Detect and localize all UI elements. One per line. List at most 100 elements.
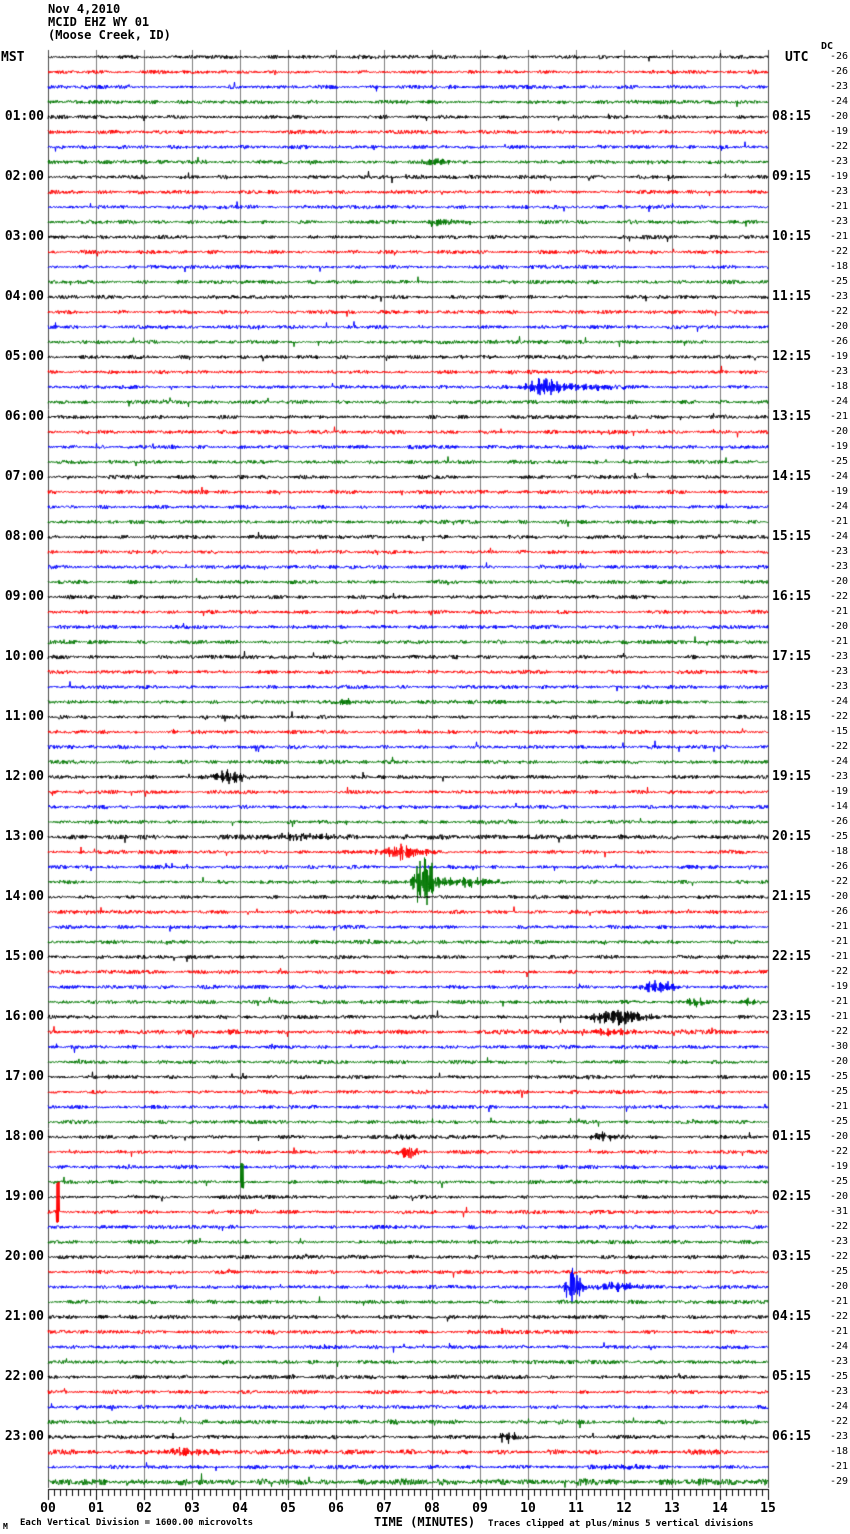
x-tick-label: 02	[136, 1501, 152, 1516]
dc-value: -22	[829, 1221, 848, 1232]
dc-value: -19	[829, 486, 848, 497]
dc-value: -25	[829, 1116, 848, 1127]
dc-value: -18	[829, 1446, 848, 1457]
utc-time-label: 14:15	[772, 469, 812, 484]
dc-value: -21	[829, 996, 848, 1007]
utc-time-label: 16:15	[772, 589, 812, 604]
mst-time-label: 12:00	[4, 769, 44, 784]
dc-value: -26	[829, 51, 848, 62]
dc-value: -20	[829, 891, 848, 902]
dc-value: -23	[829, 186, 848, 197]
dc-value: -21	[829, 606, 848, 617]
dc-value: -20	[829, 1191, 848, 1202]
dc-value: -30	[829, 1041, 848, 1052]
dc-value: -23	[829, 216, 848, 227]
x-tick-label: 10	[520, 1501, 536, 1516]
utc-time-label: 03:15	[772, 1249, 812, 1264]
mst-time-label: 02:00	[4, 169, 44, 184]
dc-value: -20	[829, 1056, 848, 1067]
utc-time-label: 12:15	[772, 349, 812, 364]
corner-mark: M	[3, 1522, 8, 1531]
dc-value: -31	[829, 1206, 848, 1217]
dc-value: -15	[829, 726, 848, 737]
mst-time-label: 21:00	[4, 1309, 44, 1324]
dc-value: -21	[829, 411, 848, 422]
dc-value: -23	[829, 1386, 848, 1397]
dc-value: -22	[829, 876, 848, 887]
x-tick-label: 09	[472, 1501, 488, 1516]
dc-value: -22	[829, 711, 848, 722]
dc-value: -22	[829, 591, 848, 602]
dc-value: -18	[829, 261, 848, 272]
dc-value: -21	[829, 1326, 848, 1337]
x-tick-label: 14	[712, 1501, 728, 1516]
dc-value: -14	[829, 801, 848, 812]
dc-value: -20	[829, 1131, 848, 1142]
dc-value: -24	[829, 1401, 848, 1412]
dc-value: -19	[829, 1161, 848, 1172]
dc-value: -19	[829, 126, 848, 137]
mst-time-label: 07:00	[4, 469, 44, 484]
mst-time-label: 16:00	[4, 1009, 44, 1024]
dc-value: -21	[829, 936, 848, 947]
dc-value: -24	[829, 756, 848, 767]
dc-value: -19	[829, 786, 848, 797]
dc-value: -25	[829, 1266, 848, 1277]
dc-value: -25	[829, 456, 848, 467]
dc-value: -25	[829, 831, 848, 842]
dc-value: -21	[829, 231, 848, 242]
dc-value: -22	[829, 741, 848, 752]
dc-value: -20	[829, 621, 848, 632]
utc-time-label: 11:15	[772, 289, 812, 304]
utc-time-label: 21:15	[772, 889, 812, 904]
dc-value: -23	[829, 651, 848, 662]
dc-value: -23	[829, 81, 848, 92]
mst-time-label: 01:00	[4, 109, 44, 124]
dc-value: -24	[829, 696, 848, 707]
mst-time-label: 23:00	[4, 1429, 44, 1444]
dc-value: -19	[829, 171, 848, 182]
dc-value: -25	[829, 1071, 848, 1082]
dc-value: -20	[829, 426, 848, 437]
utc-time-label: 09:15	[772, 169, 812, 184]
dc-value: -22	[829, 1146, 848, 1157]
x-tick-label: 00	[40, 1501, 56, 1516]
mst-time-label: 08:00	[4, 529, 44, 544]
dc-value: -22	[829, 141, 848, 152]
x-axis-label: TIME (MINUTES)	[374, 1515, 476, 1529]
mst-time-label: 15:00	[4, 949, 44, 964]
x-tick-label: 05	[280, 1501, 296, 1516]
title-station: MCID EHZ WY 01	[48, 15, 150, 29]
dc-value: -26	[829, 816, 848, 827]
dc-value: -19	[829, 981, 848, 992]
dc-value: -23	[829, 546, 848, 557]
mst-time-label: 22:00	[4, 1369, 44, 1384]
utc-time-label: 22:15	[772, 949, 812, 964]
mst-time-label: 10:00	[4, 649, 44, 664]
x-tick-label: 12	[616, 1501, 632, 1516]
x-tick-label: 03	[184, 1501, 200, 1516]
x-tick-label: 07	[376, 1501, 392, 1516]
dc-value: -21	[829, 1461, 848, 1472]
title-date: Nov 4,2010	[48, 2, 121, 16]
mst-time-label: 11:00	[4, 709, 44, 724]
dc-value: -26	[829, 336, 848, 347]
mst-time-label: 19:00	[4, 1189, 44, 1204]
dc-value: -22	[829, 246, 848, 257]
mst-time-label: 06:00	[4, 409, 44, 424]
utc-time-label: 20:15	[772, 829, 812, 844]
x-tick-label: 06	[328, 1501, 344, 1516]
mst-time-label: 18:00	[4, 1129, 44, 1144]
dc-value: -23	[829, 681, 848, 692]
mst-time-label: 05:00	[4, 349, 44, 364]
dc-value: -22	[829, 1416, 848, 1427]
dc-value: -29	[829, 1476, 848, 1487]
x-tick-label: 13	[664, 1501, 680, 1516]
dc-value: -23	[829, 291, 848, 302]
left-timezone-header: MST	[1, 50, 25, 65]
dc-value: -20	[829, 1281, 848, 1292]
dc-column-header: DC	[821, 41, 834, 52]
dc-value: -20	[829, 111, 848, 122]
dc-value: -24	[829, 531, 848, 542]
